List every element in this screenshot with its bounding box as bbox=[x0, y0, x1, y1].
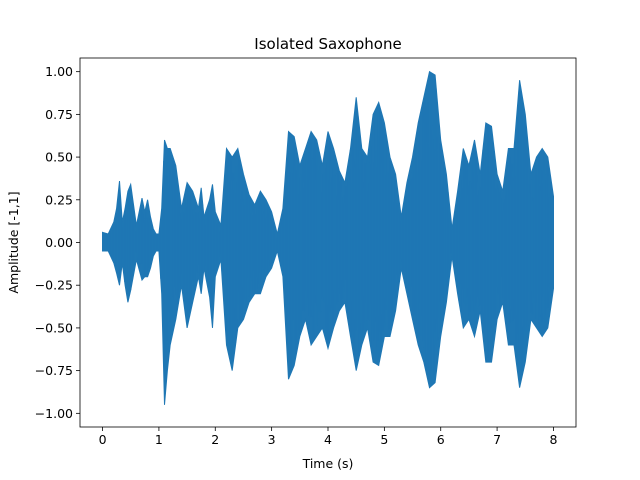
x-tick-label: 8 bbox=[549, 432, 557, 447]
x-tick-label: 0 bbox=[99, 432, 107, 447]
waveform-series bbox=[102, 81, 554, 380]
x-axis: 0 1 2 3 4 5 6 7 8 bbox=[99, 427, 557, 447]
y-tick-label: −1.00 bbox=[35, 406, 73, 421]
y-axis-label: Amplitude [-1,1] bbox=[6, 191, 21, 293]
x-tick-label: 1 bbox=[155, 432, 163, 447]
y-tick-label: 0.50 bbox=[45, 150, 73, 165]
y-tick-label: 0.25 bbox=[45, 192, 73, 207]
y-tick-label: 0.75 bbox=[45, 107, 73, 122]
x-tick-label: 3 bbox=[268, 432, 276, 447]
x-tick-label: 5 bbox=[380, 432, 388, 447]
y-axis: −1.00 −0.75 −0.50 −0.25 0.00 0.25 0.50 0.75 1.00 bbox=[35, 64, 80, 421]
chart-title: Isolated Saxophone bbox=[254, 35, 401, 53]
y-tick-label: −0.75 bbox=[35, 363, 73, 378]
y-tick-label: 1.00 bbox=[45, 64, 73, 79]
x-tick-label: 7 bbox=[493, 432, 501, 447]
plot-area bbox=[80, 58, 576, 427]
x-tick-label: 6 bbox=[437, 432, 445, 447]
y-tick-label: −0.50 bbox=[35, 320, 73, 335]
x-axis-label: Time (s) bbox=[302, 456, 354, 471]
y-tick-label: 0.00 bbox=[45, 235, 73, 250]
y-tick-label: −0.25 bbox=[35, 278, 73, 293]
x-tick-label: 4 bbox=[324, 432, 332, 447]
x-tick-label: 2 bbox=[211, 432, 219, 447]
